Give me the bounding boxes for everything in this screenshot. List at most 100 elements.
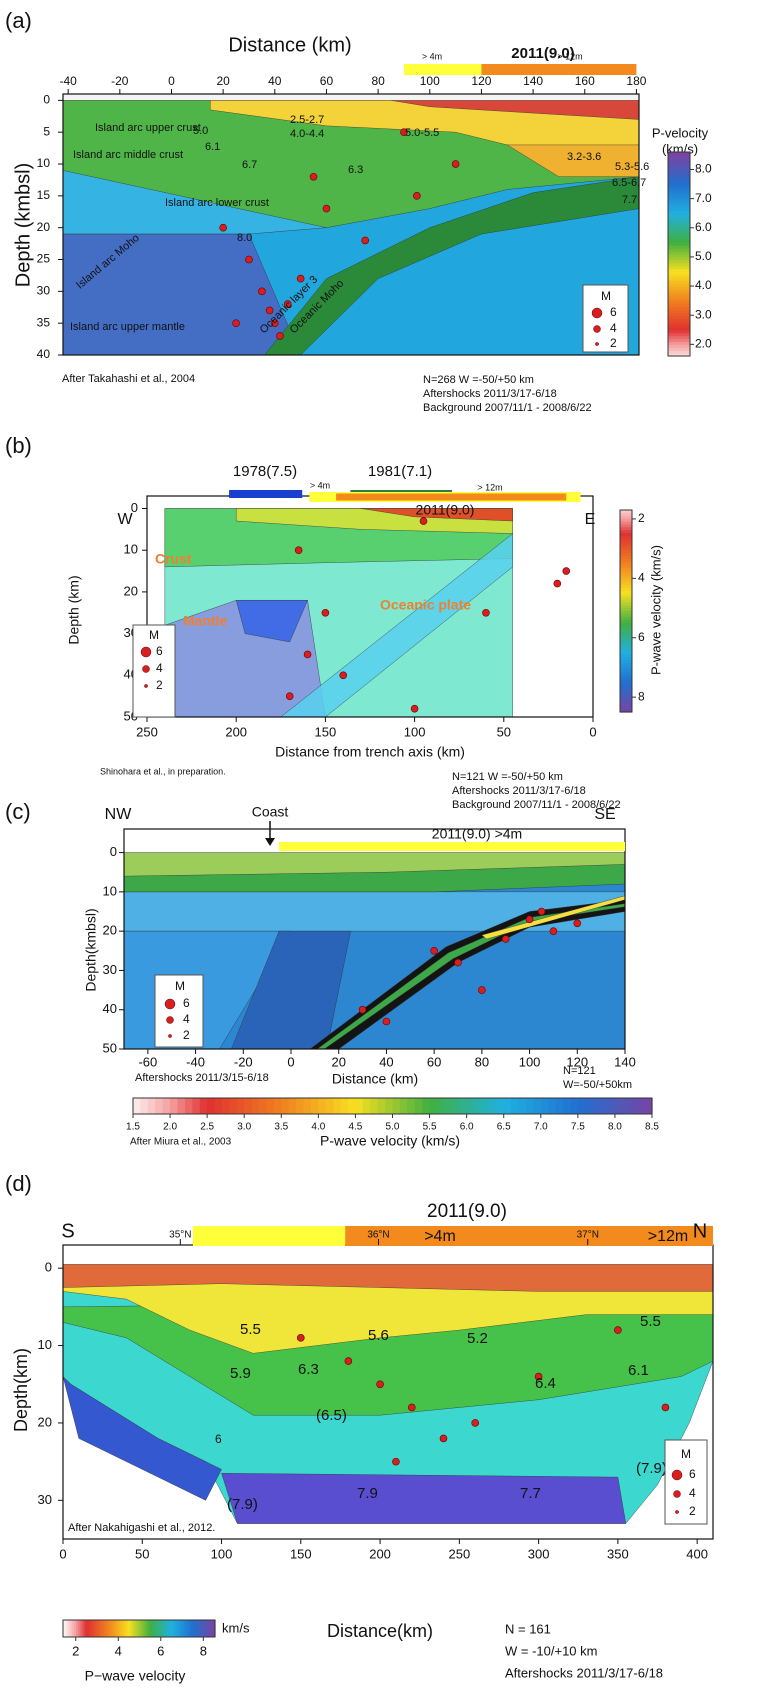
colorbar-strip [229,1098,238,1114]
colorbar-strip [620,668,632,673]
colorbar-strip [533,1098,542,1114]
hypocenter [407,1403,416,1412]
side-labels: N [693,1220,707,1242]
colorbar-strip [143,1620,147,1637]
colorbar-tick-label: 8.0 [608,1122,622,1133]
model-layer [235,600,308,643]
colorbar-strip [620,547,632,551]
colorbar-strip [451,1098,460,1114]
colorbar-strip [86,1620,90,1637]
model-layer [280,533,513,717]
colorbar-tick-label: 6 [157,1643,164,1658]
colorbar-strip [668,338,690,343]
colorbar-strip [620,677,632,681]
slip-bar [481,64,637,75]
colorbar-tick-label: 2.5 [200,1122,214,1133]
notes: Aftershocks 2011/3/17-6/18 [505,1665,663,1680]
colorbar-strip [93,1620,97,1637]
hypocenter [339,671,348,680]
colorbar-title: P-wave velocity (km/s) [320,1133,460,1149]
legend-key [166,1016,174,1024]
colorbar-strip [668,236,690,241]
colorbar-strip [620,706,632,710]
notes: Aftershocks 2011/3/15-6/18 [135,1072,269,1084]
legend-label: 4 [689,1486,696,1500]
colorbar-strip [555,1098,564,1114]
annotation: 5.0 [193,125,208,137]
colorbar-strip [130,1620,134,1637]
colorbar-tick-label: 2.0 [163,1122,177,1133]
x-tick-label: 180 [626,74,646,88]
x-tick-label: 50 [135,1546,149,1561]
colorbar-strip [668,329,690,334]
colorbar-strip [620,559,632,563]
x-tick-label: 60 [427,1054,441,1069]
colorbar-strip [121,1620,125,1637]
legend-label: 2 [610,336,617,350]
colorbar-strip [511,1098,520,1114]
legend-key [168,1034,172,1038]
colorbar-strip [132,1620,136,1637]
event-title: 2011(9.0) [427,1201,507,1222]
colorbar-strip [102,1620,105,1637]
hypocenter [285,692,294,700]
legend-key [671,1469,683,1481]
colorbar-strip [668,254,690,258]
colorbar-strip [192,1098,201,1114]
colorbar-tick-label: 3.5 [274,1122,288,1133]
hypocenter [245,255,253,264]
x-tick-label: -40 [59,74,77,88]
colorbar-strip [212,1620,216,1637]
colorbar-strip [620,671,632,676]
colorbar-strip [436,1098,445,1114]
colorbar-strip [414,1098,423,1114]
y-tick-label: 10 [37,156,51,170]
x-tick-label: 140 [614,1054,636,1069]
colorbar-strip [620,613,632,618]
colorbar-strip [668,312,690,316]
x-tick-label: 150 [290,1546,312,1561]
colorbar-strip [158,1620,162,1637]
model-layer [309,899,625,1049]
notes: N = 161 [505,1621,551,1636]
hypocenter [573,919,582,928]
y-tick-label: 0 [110,844,117,859]
colorbar-strip [620,587,632,592]
x-tick-label: 150 [315,724,337,739]
colorbar-strip [195,1620,199,1637]
colorbar-strip [620,605,632,609]
label: (b) [5,433,32,458]
event-title: 2011(9.0) [511,45,574,62]
colorbar-strip [193,1620,197,1637]
velocity-model [124,829,625,1049]
colorbar-title: P-wave velocity (km/s) [648,545,663,675]
model-layer [506,144,639,177]
annotation: Island arc middle crust [73,149,183,161]
colorbar-strip [620,567,632,572]
annotation: (6.5) [316,1407,347,1424]
annotation: 5.5 [640,1313,661,1330]
colorbar-strip [668,280,690,284]
hypocenter [400,128,408,136]
hypocenter [410,704,419,713]
slip-bar [336,493,567,501]
model-layer [63,94,639,101]
model-layer [63,233,301,355]
x-tick-label: 50 [497,724,511,739]
colorbar-strip [668,195,690,200]
legend-label: 6 [183,996,190,1010]
colorbar-tick-label: 8 [200,1643,207,1658]
legend-key [142,665,150,673]
side-labels: S [61,1220,74,1242]
colorbar-strip [503,1098,512,1114]
annotation: 7.9 [357,1485,378,1502]
x-tick-label: 300 [528,1546,550,1561]
colorbar-strip [620,648,632,652]
colorbar-strip [620,510,632,514]
slip--label: > 12m [557,51,582,61]
colorbar-tick-label: 7.0 [534,1122,548,1133]
colorbar-strip [106,1620,110,1637]
hypocenter [562,567,571,575]
y-tick-label: 20 [124,583,138,598]
colorbar-strip [629,1098,638,1114]
